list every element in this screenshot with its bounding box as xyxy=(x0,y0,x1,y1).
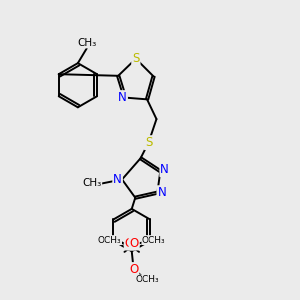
Text: S: S xyxy=(132,52,140,65)
Text: O: O xyxy=(125,236,134,250)
Text: S: S xyxy=(145,136,152,149)
Text: CH₃: CH₃ xyxy=(78,38,97,47)
Text: N: N xyxy=(160,163,169,176)
Text: O: O xyxy=(130,236,139,250)
Text: O: O xyxy=(129,263,138,276)
Text: OCH₃: OCH₃ xyxy=(142,236,166,244)
Text: N: N xyxy=(158,186,166,199)
Text: OCH₃: OCH₃ xyxy=(136,275,159,284)
Text: CH₃: CH₃ xyxy=(82,178,101,188)
Text: N: N xyxy=(113,173,122,186)
Text: OCH₃: OCH₃ xyxy=(98,236,122,244)
Text: N: N xyxy=(118,91,127,104)
